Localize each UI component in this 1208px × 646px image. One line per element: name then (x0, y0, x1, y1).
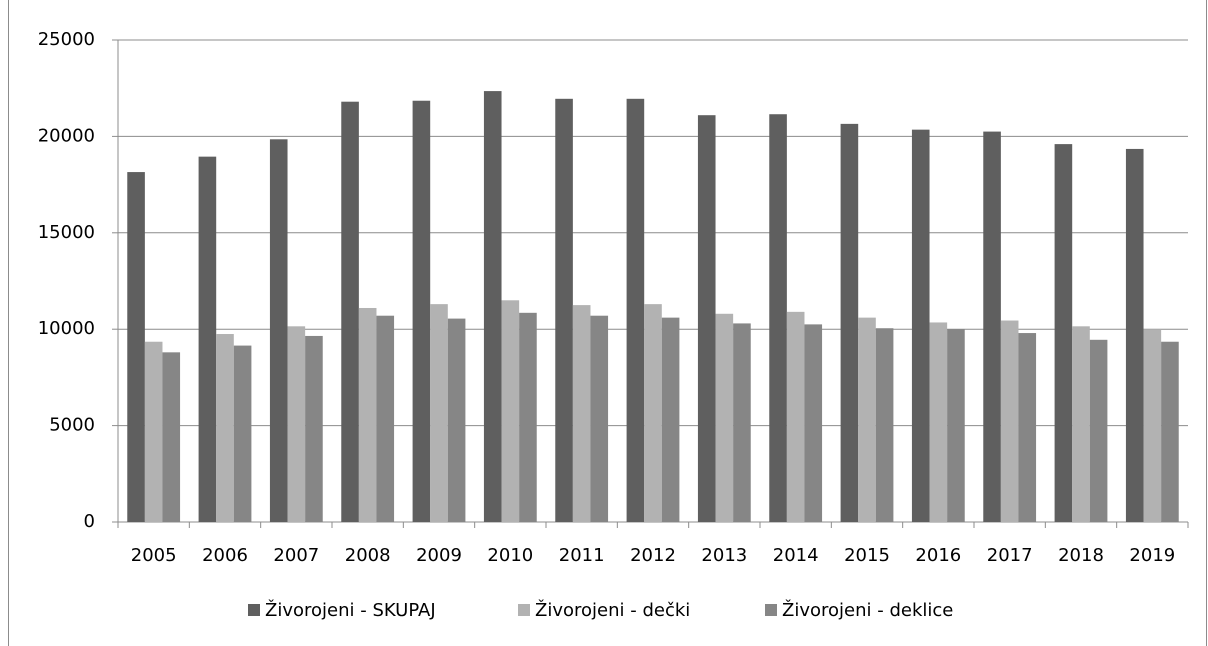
x-tick-label: 2008 (345, 545, 391, 566)
legend-swatch (765, 604, 777, 616)
bar (1018, 333, 1037, 522)
bar (519, 312, 537, 522)
y-tick-label: 5000 (49, 415, 95, 436)
bar (911, 129, 930, 523)
bar (305, 335, 323, 522)
bar (555, 98, 573, 522)
bar (1000, 320, 1019, 522)
bar (358, 307, 377, 522)
bar (233, 345, 252, 522)
bar (287, 326, 306, 522)
bar (162, 352, 181, 522)
legend-swatch (248, 604, 260, 616)
bar (769, 114, 787, 522)
bar (875, 328, 894, 522)
x-tick-label: 2005 (131, 545, 177, 566)
x-tick-label: 2012 (630, 545, 676, 566)
y-tick-label: 10000 (38, 318, 95, 339)
x-tick-label: 2016 (915, 545, 961, 566)
bar (572, 305, 591, 522)
legend-label: Živorojeni - dečki (535, 599, 690, 621)
x-tick-label: 2019 (1129, 545, 1175, 566)
legend-label: Živorojeni - SKUPAJ (265, 599, 436, 621)
x-tick-label: 2011 (559, 545, 605, 566)
y-tick-label: 0 (84, 511, 95, 532)
bar (983, 131, 1001, 522)
y-tick-label: 25000 (38, 29, 95, 50)
x-tick-label: 2015 (844, 545, 890, 566)
legend-label: Živorojeni - deklice (782, 599, 953, 621)
bar (144, 341, 163, 522)
bar (929, 322, 948, 522)
bar (198, 156, 217, 523)
x-tick-label: 2018 (1058, 545, 1104, 566)
bar (804, 324, 823, 522)
bar (501, 300, 520, 522)
bar (269, 139, 288, 523)
bar (733, 323, 751, 522)
bar (840, 123, 859, 523)
bar (430, 304, 448, 522)
x-tick-label: 2010 (487, 545, 533, 566)
y-tick-label: 20000 (38, 125, 95, 146)
legend-swatch (518, 604, 530, 616)
bar (412, 100, 431, 523)
y-tick-label: 15000 (38, 222, 95, 243)
bar (1143, 329, 1162, 522)
bar (590, 315, 609, 522)
x-tick-label: 2009 (416, 545, 462, 566)
bar (1125, 148, 1144, 522)
x-tick-label: 2006 (202, 545, 248, 566)
bar (127, 172, 145, 522)
x-tick-label: 2013 (701, 545, 747, 566)
bar (1072, 326, 1090, 522)
x-tick-label: 2017 (987, 545, 1033, 566)
bar (947, 329, 965, 522)
bar (1089, 339, 1108, 522)
bar (1054, 144, 1073, 522)
bar (216, 334, 234, 522)
bar (644, 304, 662, 522)
bar (786, 311, 805, 522)
bar (626, 98, 645, 522)
bar (858, 317, 876, 522)
bar (1161, 341, 1179, 522)
x-tick-label: 2014 (773, 545, 819, 566)
bar (483, 91, 502, 522)
bar (376, 315, 395, 522)
x-tick-label: 2007 (273, 545, 319, 566)
bar (341, 101, 359, 523)
bar (715, 313, 734, 522)
bar (661, 317, 680, 522)
chart-border (8, 0, 1207, 646)
bar (447, 318, 466, 522)
bar (697, 115, 716, 522)
